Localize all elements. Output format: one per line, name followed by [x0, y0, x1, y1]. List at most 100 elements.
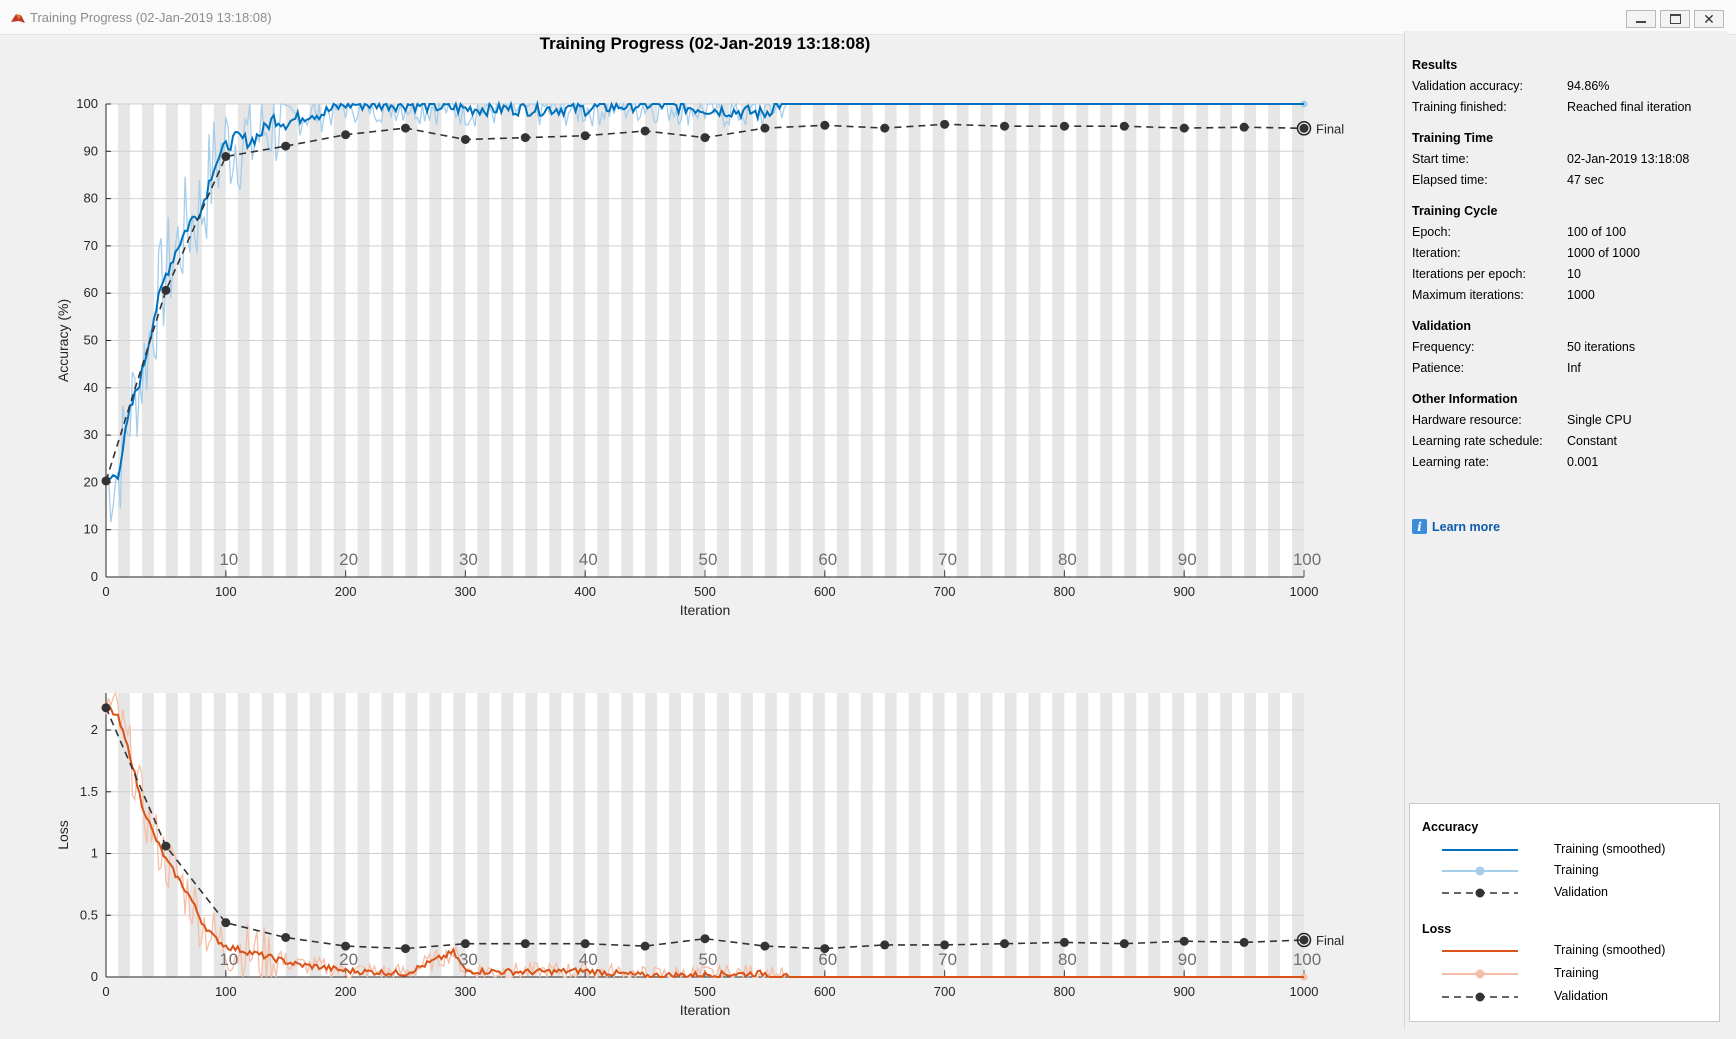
loss-epoch-band — [669, 693, 682, 977]
accuracy-epoch-label: 20 — [339, 550, 358, 569]
accuracy-x-tick-label: 400 — [574, 584, 596, 599]
loss-x-axis-label: Iteration — [680, 1002, 731, 1018]
loss-epoch-band — [549, 693, 562, 977]
legend-loss-training-swatch — [1442, 969, 1518, 979]
legend-accuracy-training-swatch — [1442, 866, 1518, 876]
loss-validation-point — [1239, 937, 1249, 947]
loss-epoch-band — [1100, 693, 1113, 977]
loss-x-tick-label: 300 — [455, 984, 477, 999]
loss-x-tick-label: 600 — [814, 984, 836, 999]
loss-epoch-band — [956, 693, 969, 977]
loss-validation-point — [760, 941, 770, 951]
validation-accuracy-label: Validation accuracy: — [1412, 79, 1523, 93]
training-finished-label: Training finished: — [1412, 100, 1507, 114]
loss-validation-point — [700, 934, 710, 944]
loss-validation-point — [460, 939, 470, 949]
loss-epoch-band — [453, 693, 466, 977]
frequency-value: 50 iterations — [1567, 340, 1636, 354]
loss-x-tick-label: 900 — [1173, 984, 1195, 999]
accuracy-x-tick-label: 600 — [814, 584, 836, 599]
matlab-icon — [11, 14, 25, 23]
loss-y-axis-label: Loss — [55, 820, 71, 850]
loss-epoch-band — [1052, 693, 1065, 977]
loss-epoch-band — [381, 693, 394, 977]
loss-epoch-label: 10 — [219, 950, 238, 969]
accuracy-x-tick-label: 800 — [1054, 584, 1076, 599]
frequency-label: Frequency: — [1412, 340, 1475, 354]
loss-epoch-band — [764, 693, 777, 977]
training-time-heading: Training Time — [1412, 131, 1494, 145]
legend-accuracy-smoothed-swatch — [1442, 849, 1518, 851]
legend-loss-heading: Loss — [1422, 922, 1452, 936]
elapsed-time-label: Elapsed time: — [1412, 173, 1488, 187]
accuracy-validation-point — [281, 141, 291, 151]
loss-validation-point — [1119, 939, 1129, 949]
accuracy-epoch-label: 60 — [818, 550, 837, 569]
accuracy-epoch-label: 70 — [938, 550, 957, 569]
learning-rate-value: 0.001 — [1567, 455, 1599, 469]
accuracy-final-marker — [1296, 121, 1312, 136]
patience-value: Inf — [1567, 361, 1581, 375]
training-cycle-heading: Training Cycle — [1412, 204, 1498, 218]
loss-epoch-band — [117, 693, 130, 977]
loss-validation-point — [640, 941, 650, 951]
loss-epoch-band — [357, 693, 370, 977]
iterations-per-epoch-value: 10 — [1567, 267, 1581, 281]
maximum-iterations-value: 1000 — [1567, 288, 1595, 302]
loss-epoch-label: 70 — [938, 950, 957, 969]
accuracy-validation-point — [161, 285, 171, 295]
loss-epoch-band — [477, 693, 490, 977]
loss-epoch-band — [1076, 693, 1089, 977]
accuracy-validation-point — [820, 120, 830, 130]
loss-epoch-label: 30 — [459, 950, 478, 969]
accuracy-y-tick-label: 60 — [84, 285, 98, 300]
accuracy-validation-point — [700, 133, 710, 143]
legend-accuracy-training-label: Training — [1554, 863, 1599, 877]
loss-epoch-band — [621, 693, 634, 977]
loss-epoch-band — [836, 693, 849, 977]
accuracy-x-tick-label: 300 — [455, 584, 477, 599]
loss-validation-point — [820, 944, 830, 954]
loss-epoch-band — [1196, 693, 1209, 977]
loss-y-tick-label: 0 — [91, 969, 98, 984]
loss-epoch-band — [1028, 693, 1041, 977]
accuracy-y-tick-label: 30 — [84, 427, 98, 442]
accuracy-y-tick-label: 90 — [84, 143, 98, 158]
legend-accuracy-validation-label: Validation — [1554, 885, 1608, 899]
accuracy-training-smoothed-line — [105, 100, 1304, 482]
learning-rate-schedule-label: Learning rate schedule: — [1412, 434, 1543, 448]
learn-more-link[interactable]: i Learn more — [1412, 519, 1500, 534]
legend-loss-validation-label: Validation — [1554, 989, 1608, 1003]
loss-epoch-band — [908, 693, 921, 977]
accuracy-y-axis-label: Accuracy (%) — [55, 299, 71, 382]
accuracy-y-tick-label: 40 — [84, 380, 98, 395]
accuracy-epoch-label: 90 — [1178, 550, 1197, 569]
loss-epoch-band — [1220, 693, 1233, 977]
loss-epoch-label: 80 — [1058, 950, 1077, 969]
loss-epoch-band — [573, 693, 586, 977]
loss-epoch-band — [429, 693, 442, 977]
accuracy-validation-point — [341, 130, 351, 140]
loss-epoch-band — [932, 693, 945, 977]
maximize-button[interactable] — [1660, 10, 1690, 28]
loss-validation-point — [880, 940, 890, 950]
accuracy-validation-point — [221, 152, 231, 162]
accuracy-validation-point — [1000, 121, 1009, 131]
start-time-value: 02-Jan-2019 13:18:08 — [1567, 152, 1690, 166]
loss-chart — [101, 691, 1312, 981]
minimize-button[interactable] — [1626, 10, 1656, 28]
validation-accuracy-value: 94.86% — [1567, 79, 1610, 93]
close-button[interactable]: ✕ — [1694, 10, 1724, 28]
loss-validation-point — [1000, 939, 1009, 949]
loss-epoch-band — [1244, 693, 1257, 977]
loss-epoch-band — [980, 693, 993, 977]
loss-validation-point — [940, 940, 950, 950]
loss-epoch-band — [597, 693, 610, 977]
accuracy-epoch-label: 30 — [459, 550, 478, 569]
iteration-label: Iteration: — [1412, 246, 1461, 260]
loss-epoch-band — [213, 693, 226, 977]
hardware-resource-label: Hardware resource: — [1412, 413, 1522, 427]
loss-validation-point — [1059, 937, 1069, 947]
accuracy-epoch-label: 10 — [219, 550, 238, 569]
accuracy-y-tick-label: 50 — [84, 333, 98, 348]
